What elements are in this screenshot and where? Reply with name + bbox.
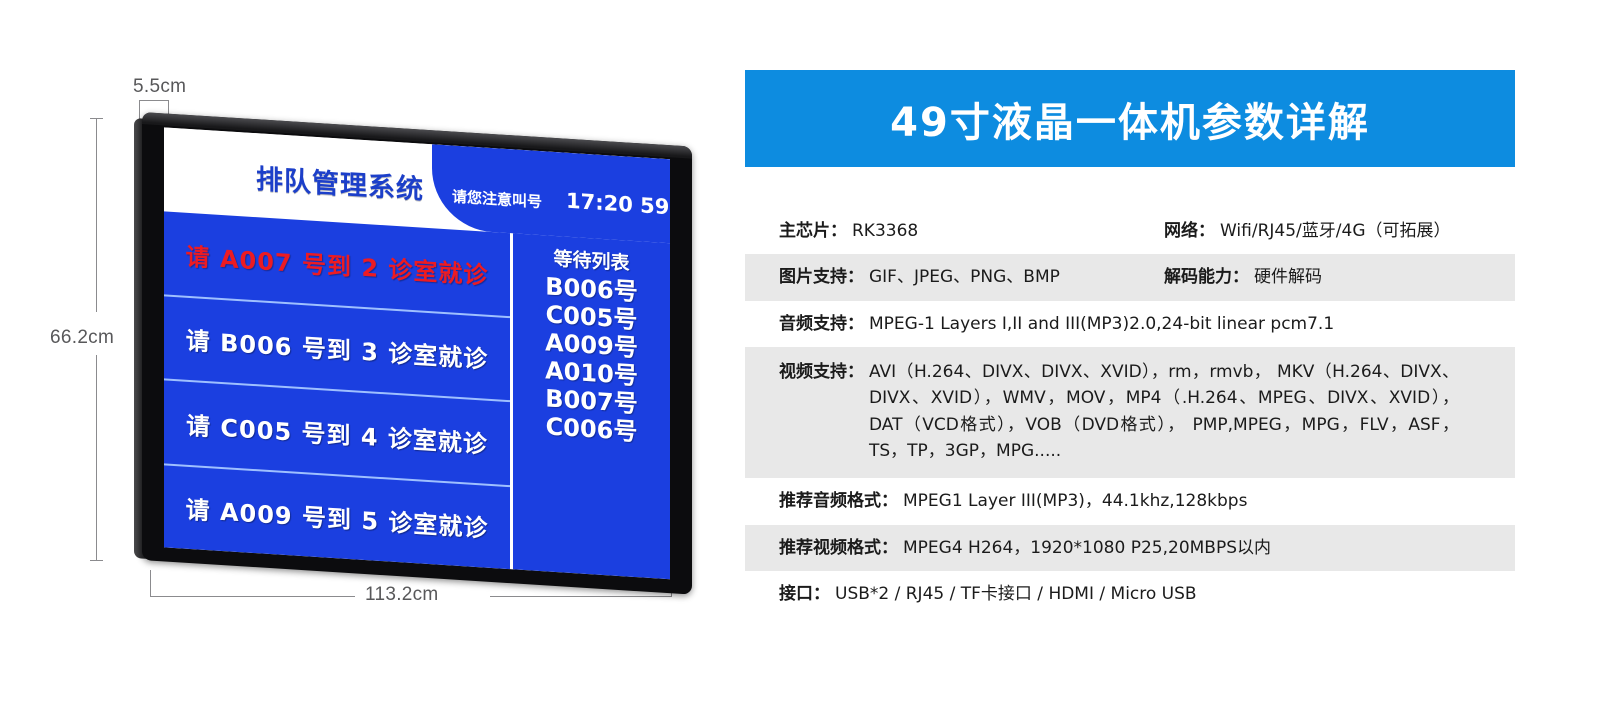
queue-waiting-item: C006号	[545, 412, 638, 447]
spec-value: RK3368	[852, 221, 919, 241]
queue-notice-text: 请您注意叫号	[452, 187, 543, 212]
dimension-width-line-left	[150, 596, 355, 597]
monitor-bezel: 排队管理系统 请您注意叫号 17:20 59 请 A007 号到 2 诊室就诊 …	[142, 112, 692, 595]
spec-value: AVI（H.264、DIVX、DIVX、XVID），rm，rmvb， MKV（H…	[869, 362, 1459, 462]
queue-board-title: 排队管理系统	[256, 164, 424, 206]
spec-row: 音频支持： MPEG-1 Layers I,II and III(MP3)2.0…	[745, 301, 1515, 347]
spec-table: 主芯片： RK3368 网络： Wifi/RJ45/蓝牙/4G（可拓展） 图片支…	[745, 208, 1515, 617]
spec-row: 接口： USB*2 / RJ45 / TF卡接口 / HDMI / Micro …	[745, 571, 1515, 617]
dimension-width-label: 113.2cm	[365, 584, 439, 605]
spec-cell: 接口： USB*2 / RJ45 / TF卡接口 / HDMI / Micro …	[745, 581, 1515, 607]
spec-banner-title: 49寸液晶一体机参数详解	[890, 99, 1370, 146]
spec-cell: 解码能力： 硬件解码	[1130, 264, 1515, 290]
dimension-depth-line-top	[139, 100, 169, 101]
spec-cell: 主芯片： RK3368	[745, 218, 1130, 244]
dimension-depth-line-left	[139, 100, 140, 120]
spec-key: 网络：	[1164, 221, 1215, 241]
queue-call-list: 请 A007 号到 2 诊室就诊 请 B006 号到 3 诊室就诊 请 C005…	[164, 211, 510, 569]
dimension-height-line-upper	[96, 118, 97, 312]
dimension-height-cap-bottom	[90, 560, 103, 561]
spec-key: 音频支持：	[779, 313, 864, 334]
spec-value: 硬件解码	[1254, 267, 1322, 288]
spec-row: 主芯片： RK3368 网络： Wifi/RJ45/蓝牙/4G（可拓展）	[745, 208, 1515, 254]
spec-value: MPEG-1 Layers I,II and III(MP3)2.0,24-bi…	[869, 313, 1335, 334]
queue-clock: 17:20 59	[566, 188, 670, 220]
spec-key: 接口：	[779, 584, 830, 605]
spec-key: 主芯片：	[779, 221, 847, 241]
spec-cell: 图片支持： GIF、JPEG、PNG、BMP	[745, 264, 1130, 290]
spec-cell: 推荐音频格式： MPEG1 Layer III(MP3)，44.1khz,128…	[745, 488, 1515, 514]
queue-notice-panel: 请您注意叫号 17:20 59	[432, 144, 670, 244]
spec-row: 视频支持： AVI（H.264、DIVX、DIVX、XVID），rm，rmvb，…	[745, 347, 1515, 479]
product-photo-panel: 5.5cm 66.2cm 113.2cm 排队管理系统 请您注意叫号 17:20…	[0, 0, 745, 716]
monitor-device: 排队管理系统 请您注意叫号 17:20 59 请 A007 号到 2 诊室就诊 …	[134, 112, 692, 595]
spec-key: 视频支持：	[779, 362, 864, 383]
queue-board-body: 请 A007 号到 2 诊室就诊 请 B006 号到 3 诊室就诊 请 C005…	[164, 211, 670, 580]
spec-cell: 音频支持： MPEG-1 Layers I,II and III(MP3)2.0…	[745, 311, 1515, 337]
spec-value: GIF、JPEG、PNG、BMP	[869, 267, 1060, 288]
dimension-height-line-lower	[96, 355, 97, 560]
spec-value: USB*2 / RJ45 / TF卡接口 / HDMI / Micro USB	[835, 584, 1197, 605]
spec-value: Wifi/RJ45/蓝牙/4G（可拓展）	[1220, 221, 1451, 241]
queue-waiting-title: 等待列表	[553, 247, 630, 275]
spec-cell: 视频支持： AVI（H.264、DIVX、DIVX、XVID），rm，rmvb，…	[745, 359, 1515, 464]
dimension-width-cap-left	[150, 570, 151, 597]
spec-key: 解码能力：	[1164, 267, 1249, 288]
spec-key: 推荐音频格式：	[779, 491, 898, 512]
spec-value: MPEG1 Layer III(MP3)，44.1khz,128kbps	[903, 491, 1248, 512]
spec-key: 图片支持：	[779, 267, 864, 288]
spec-cell: 网络： Wifi/RJ45/蓝牙/4G（可拓展）	[1130, 218, 1515, 244]
spec-cell: 推荐视频格式： MPEG4 H264，1920*1080 P25,20MBPS以…	[745, 535, 1515, 561]
spec-row: 推荐音频格式： MPEG1 Layer III(MP3)，44.1khz,128…	[745, 478, 1515, 524]
dimension-depth-line-right	[168, 100, 169, 120]
dimension-height-cap-top	[90, 118, 103, 119]
spec-sheet-panel: 49寸液晶一体机参数详解 主芯片： RK3368 网络： Wifi/RJ45/蓝…	[745, 0, 1609, 716]
dimension-height-label: 66.2cm	[50, 327, 115, 348]
spec-row: 推荐视频格式： MPEG4 H264，1920*1080 P25,20MBPS以…	[745, 524, 1515, 572]
spec-banner: 49寸液晶一体机参数详解	[745, 70, 1515, 167]
spec-key: 推荐视频格式：	[779, 537, 898, 558]
queue-waiting-list: 等待列表 B006号 C005号 A009号 A010号 B007号 C006号	[510, 233, 670, 580]
spec-row: 图片支持： GIF、JPEG、PNG、BMP 解码能力： 硬件解码	[745, 254, 1515, 301]
monitor-screen: 排队管理系统 请您注意叫号 17:20 59 请 A007 号到 2 诊室就诊 …	[164, 127, 670, 580]
dimension-depth-label: 5.5cm	[133, 76, 187, 97]
spec-value: MPEG4 H264，1920*1080 P25,20MBPS以内	[903, 537, 1272, 558]
dimension-width-line-right	[490, 596, 672, 597]
